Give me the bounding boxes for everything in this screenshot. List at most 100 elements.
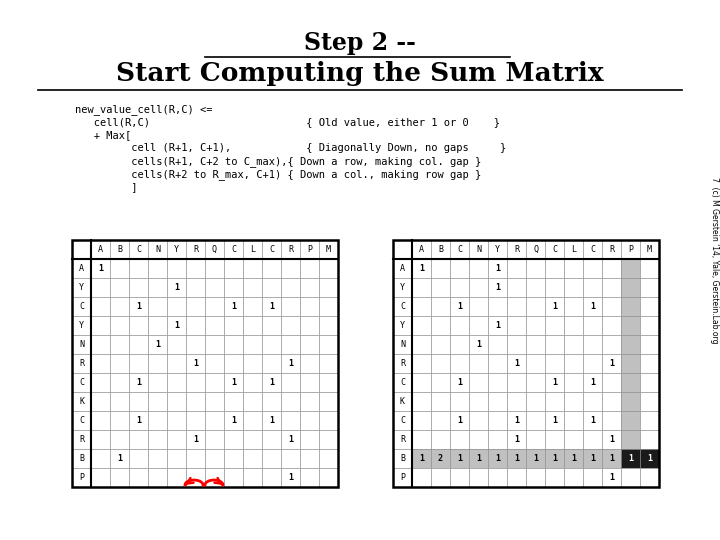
Bar: [469, 373, 488, 392]
Text: 1: 1: [495, 264, 500, 273]
Bar: [110, 449, 129, 468]
Bar: [469, 335, 488, 354]
Bar: [488, 297, 507, 316]
Text: 1: 1: [514, 454, 519, 463]
Bar: [281, 373, 300, 392]
Text: 1: 1: [155, 340, 160, 349]
Text: 1: 1: [495, 454, 500, 463]
Bar: [300, 354, 319, 373]
Bar: [640, 411, 659, 430]
Bar: [564, 411, 583, 430]
Text: K: K: [79, 397, 84, 406]
Bar: [72, 411, 91, 430]
Bar: [583, 297, 602, 316]
Bar: [469, 449, 488, 468]
Bar: [205, 392, 224, 411]
Text: Y: Y: [400, 283, 405, 292]
Bar: [224, 297, 243, 316]
Bar: [319, 468, 338, 487]
Bar: [488, 468, 507, 487]
Bar: [72, 240, 91, 259]
Bar: [243, 411, 262, 430]
Bar: [72, 354, 91, 373]
Bar: [281, 259, 300, 278]
Bar: [431, 335, 450, 354]
Bar: [450, 373, 469, 392]
Text: C: C: [400, 302, 405, 311]
Bar: [148, 430, 167, 449]
Bar: [450, 468, 469, 487]
Bar: [545, 373, 564, 392]
Bar: [640, 468, 659, 487]
Bar: [129, 278, 148, 297]
Bar: [129, 240, 148, 259]
Bar: [205, 468, 224, 487]
Bar: [91, 354, 110, 373]
Text: L: L: [571, 245, 576, 254]
Text: 1: 1: [136, 378, 141, 387]
Bar: [526, 373, 545, 392]
Bar: [110, 373, 129, 392]
Text: 1: 1: [628, 454, 633, 463]
Bar: [488, 316, 507, 335]
Bar: [393, 430, 412, 449]
Bar: [507, 449, 526, 468]
Bar: [129, 449, 148, 468]
Bar: [91, 392, 110, 411]
Text: R: R: [400, 359, 405, 368]
Bar: [205, 449, 224, 468]
Bar: [393, 468, 412, 487]
Bar: [640, 373, 659, 392]
Bar: [583, 430, 602, 449]
Bar: [205, 259, 224, 278]
Bar: [621, 373, 640, 392]
Bar: [507, 392, 526, 411]
Bar: [602, 278, 621, 297]
Bar: [319, 278, 338, 297]
Bar: [262, 297, 281, 316]
Bar: [526, 468, 545, 487]
Text: A: A: [98, 245, 103, 254]
Bar: [129, 373, 148, 392]
Bar: [110, 297, 129, 316]
Bar: [129, 392, 148, 411]
Bar: [319, 354, 338, 373]
Bar: [148, 259, 167, 278]
Bar: [583, 259, 602, 278]
Bar: [281, 354, 300, 373]
Bar: [564, 430, 583, 449]
Bar: [186, 449, 205, 468]
Bar: [110, 278, 129, 297]
Bar: [110, 411, 129, 430]
Bar: [148, 449, 167, 468]
Text: Q: Q: [533, 245, 538, 254]
Text: 1: 1: [571, 454, 576, 463]
Bar: [507, 373, 526, 392]
Bar: [110, 468, 129, 487]
Bar: [450, 392, 469, 411]
Bar: [262, 468, 281, 487]
Text: C: C: [231, 245, 236, 254]
Text: C: C: [79, 416, 84, 425]
Text: B: B: [400, 454, 405, 463]
Bar: [488, 392, 507, 411]
Text: Y: Y: [174, 245, 179, 254]
Bar: [640, 297, 659, 316]
Bar: [621, 335, 640, 354]
Bar: [300, 316, 319, 335]
Text: 1: 1: [174, 283, 179, 292]
Bar: [602, 259, 621, 278]
Bar: [564, 468, 583, 487]
Bar: [640, 335, 659, 354]
Text: 1: 1: [514, 359, 519, 368]
Bar: [564, 392, 583, 411]
Bar: [167, 449, 186, 468]
Bar: [564, 335, 583, 354]
Bar: [602, 240, 621, 259]
Bar: [526, 411, 545, 430]
Bar: [300, 259, 319, 278]
Text: 1: 1: [457, 302, 462, 311]
Bar: [640, 240, 659, 259]
Bar: [281, 335, 300, 354]
Bar: [129, 316, 148, 335]
